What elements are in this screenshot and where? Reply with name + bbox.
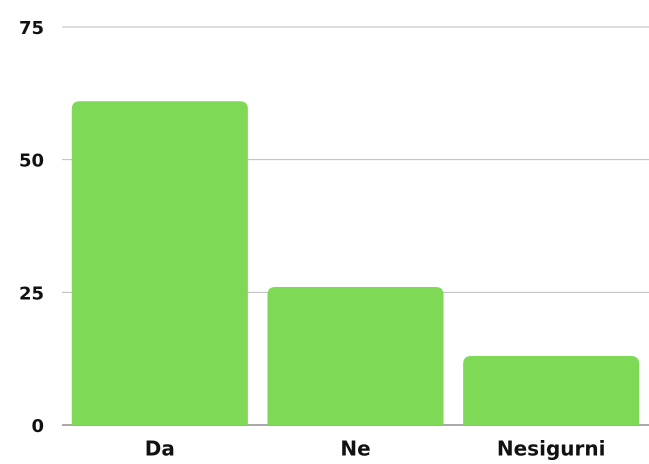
bar <box>71 101 248 425</box>
y-tick-label: 25 <box>19 283 44 304</box>
y-tick-label: 50 <box>19 151 44 172</box>
y-tick-label: 75 <box>19 18 44 39</box>
bar <box>463 356 640 425</box>
x-tick-label: Nesigurni <box>497 437 606 461</box>
x-tick-label: Da <box>145 437 175 461</box>
bar <box>267 287 444 425</box>
y-tick-label: 0 <box>31 416 44 437</box>
x-tick-label: Ne <box>340 437 370 461</box>
